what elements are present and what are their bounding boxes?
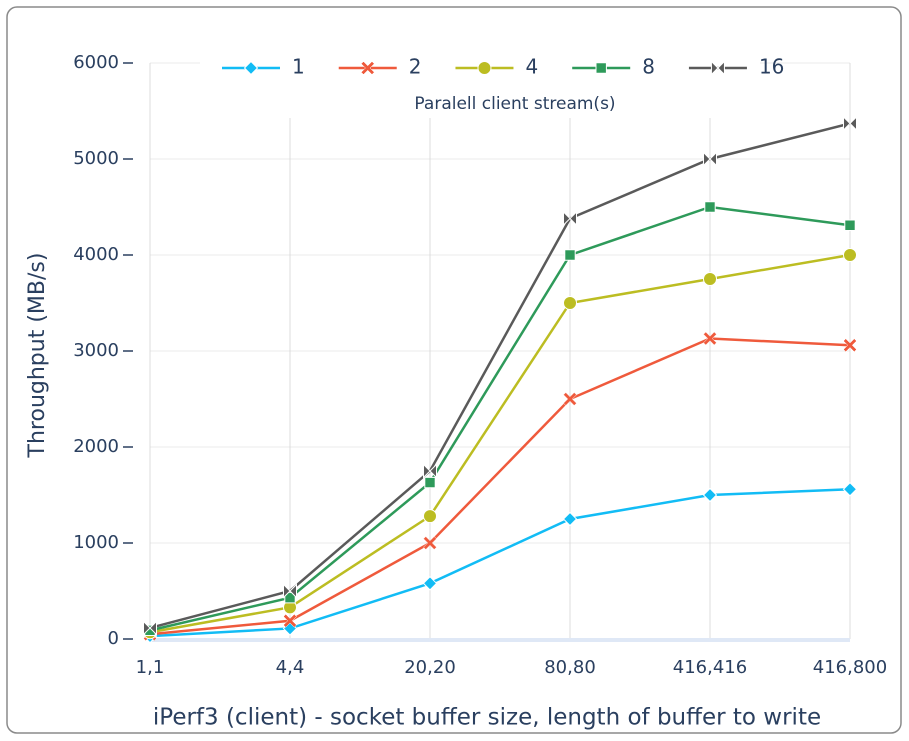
plot: 0 1000 2000 3000 4000 5000 6000 1,1 4,4 20,20 80,8… <box>73 52 887 678</box>
legend-background <box>200 50 760 118</box>
marker <box>424 476 436 489</box>
marker <box>423 463 437 479</box>
marker <box>844 219 856 231</box>
y-tick-label: 0 <box>108 628 119 649</box>
marker <box>243 60 259 76</box>
y-tick-label: 1000 <box>73 532 119 553</box>
marker <box>703 272 718 286</box>
legend-label: 2 <box>409 55 422 79</box>
marker <box>477 61 492 75</box>
marker <box>843 248 858 262</box>
marker <box>563 392 577 406</box>
y-tick-label: 5000 <box>73 148 119 169</box>
marker <box>563 210 577 227</box>
x-tick-label: 4,4 <box>276 657 305 678</box>
legend-label: 8 <box>642 55 655 79</box>
marker <box>842 482 858 497</box>
series-line <box>149 337 851 636</box>
marker <box>702 487 718 503</box>
marker <box>283 613 297 628</box>
legend: 1 2 4 8 16 Paralell client stream(s) <box>200 50 784 118</box>
marker <box>703 151 717 167</box>
x-axis-title: iPerf3 (client) - socket buffer size, le… <box>153 705 821 731</box>
marker <box>360 61 375 75</box>
y-axis-title: Throughput (MB/s) <box>25 253 50 459</box>
marker <box>595 62 607 74</box>
marker <box>562 511 578 527</box>
marker <box>710 60 725 76</box>
marker <box>564 249 576 261</box>
grid <box>149 62 851 639</box>
x-tick-label: 20,20 <box>404 657 456 678</box>
marker <box>283 583 297 599</box>
y-tick-label: 2000 <box>73 436 119 457</box>
marker <box>563 296 578 310</box>
y-tick-label: 6000 <box>73 52 119 73</box>
marker <box>423 536 437 550</box>
series-line <box>149 253 851 634</box>
x-tick-label: 416,416 <box>673 657 747 678</box>
y-tick-label: 3000 <box>73 340 119 361</box>
x-tick-label: 80,80 <box>544 657 596 678</box>
marker <box>423 509 438 524</box>
marker <box>843 338 857 353</box>
marker <box>703 331 717 346</box>
marker <box>843 115 857 132</box>
x-tick-label: 1,1 <box>136 657 165 678</box>
y-tick-label: 4000 <box>73 244 119 265</box>
series-line <box>149 122 851 630</box>
marker <box>143 620 157 636</box>
legend-label: 16 <box>759 55 784 79</box>
marker <box>704 201 716 213</box>
legend-title: Paralell client stream(s) <box>414 94 615 114</box>
series-line <box>149 205 851 632</box>
frame <box>6 6 902 734</box>
series-line <box>149 487 851 638</box>
legend-label: 4 <box>525 55 538 79</box>
legend-label: 1 <box>292 55 305 79</box>
x-tick-label: 416,800 <box>813 657 887 678</box>
marker <box>422 576 438 591</box>
